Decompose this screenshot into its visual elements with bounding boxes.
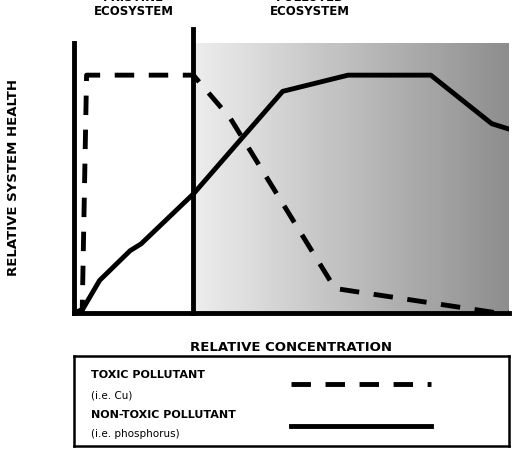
Text: (i.e. Cu): (i.e. Cu) (91, 390, 132, 400)
Text: POLLUTED
ECOSYSTEM: POLLUTED ECOSYSTEM (270, 0, 350, 18)
Text: (i.e. phosphorus): (i.e. phosphorus) (91, 429, 180, 439)
Text: NON-TOXIC POLLUTANT: NON-TOXIC POLLUTANT (91, 410, 236, 420)
Text: RELATIVE CONCENTRATION: RELATIVE CONCENTRATION (191, 341, 392, 354)
Text: RELATIVE SYSTEM HEALTH: RELATIVE SYSTEM HEALTH (7, 79, 19, 276)
Text: TOXIC POLLUTANT: TOXIC POLLUTANT (91, 370, 205, 380)
Text: PRISTINE
ECOSYSTEM: PRISTINE ECOSYSTEM (93, 0, 173, 18)
